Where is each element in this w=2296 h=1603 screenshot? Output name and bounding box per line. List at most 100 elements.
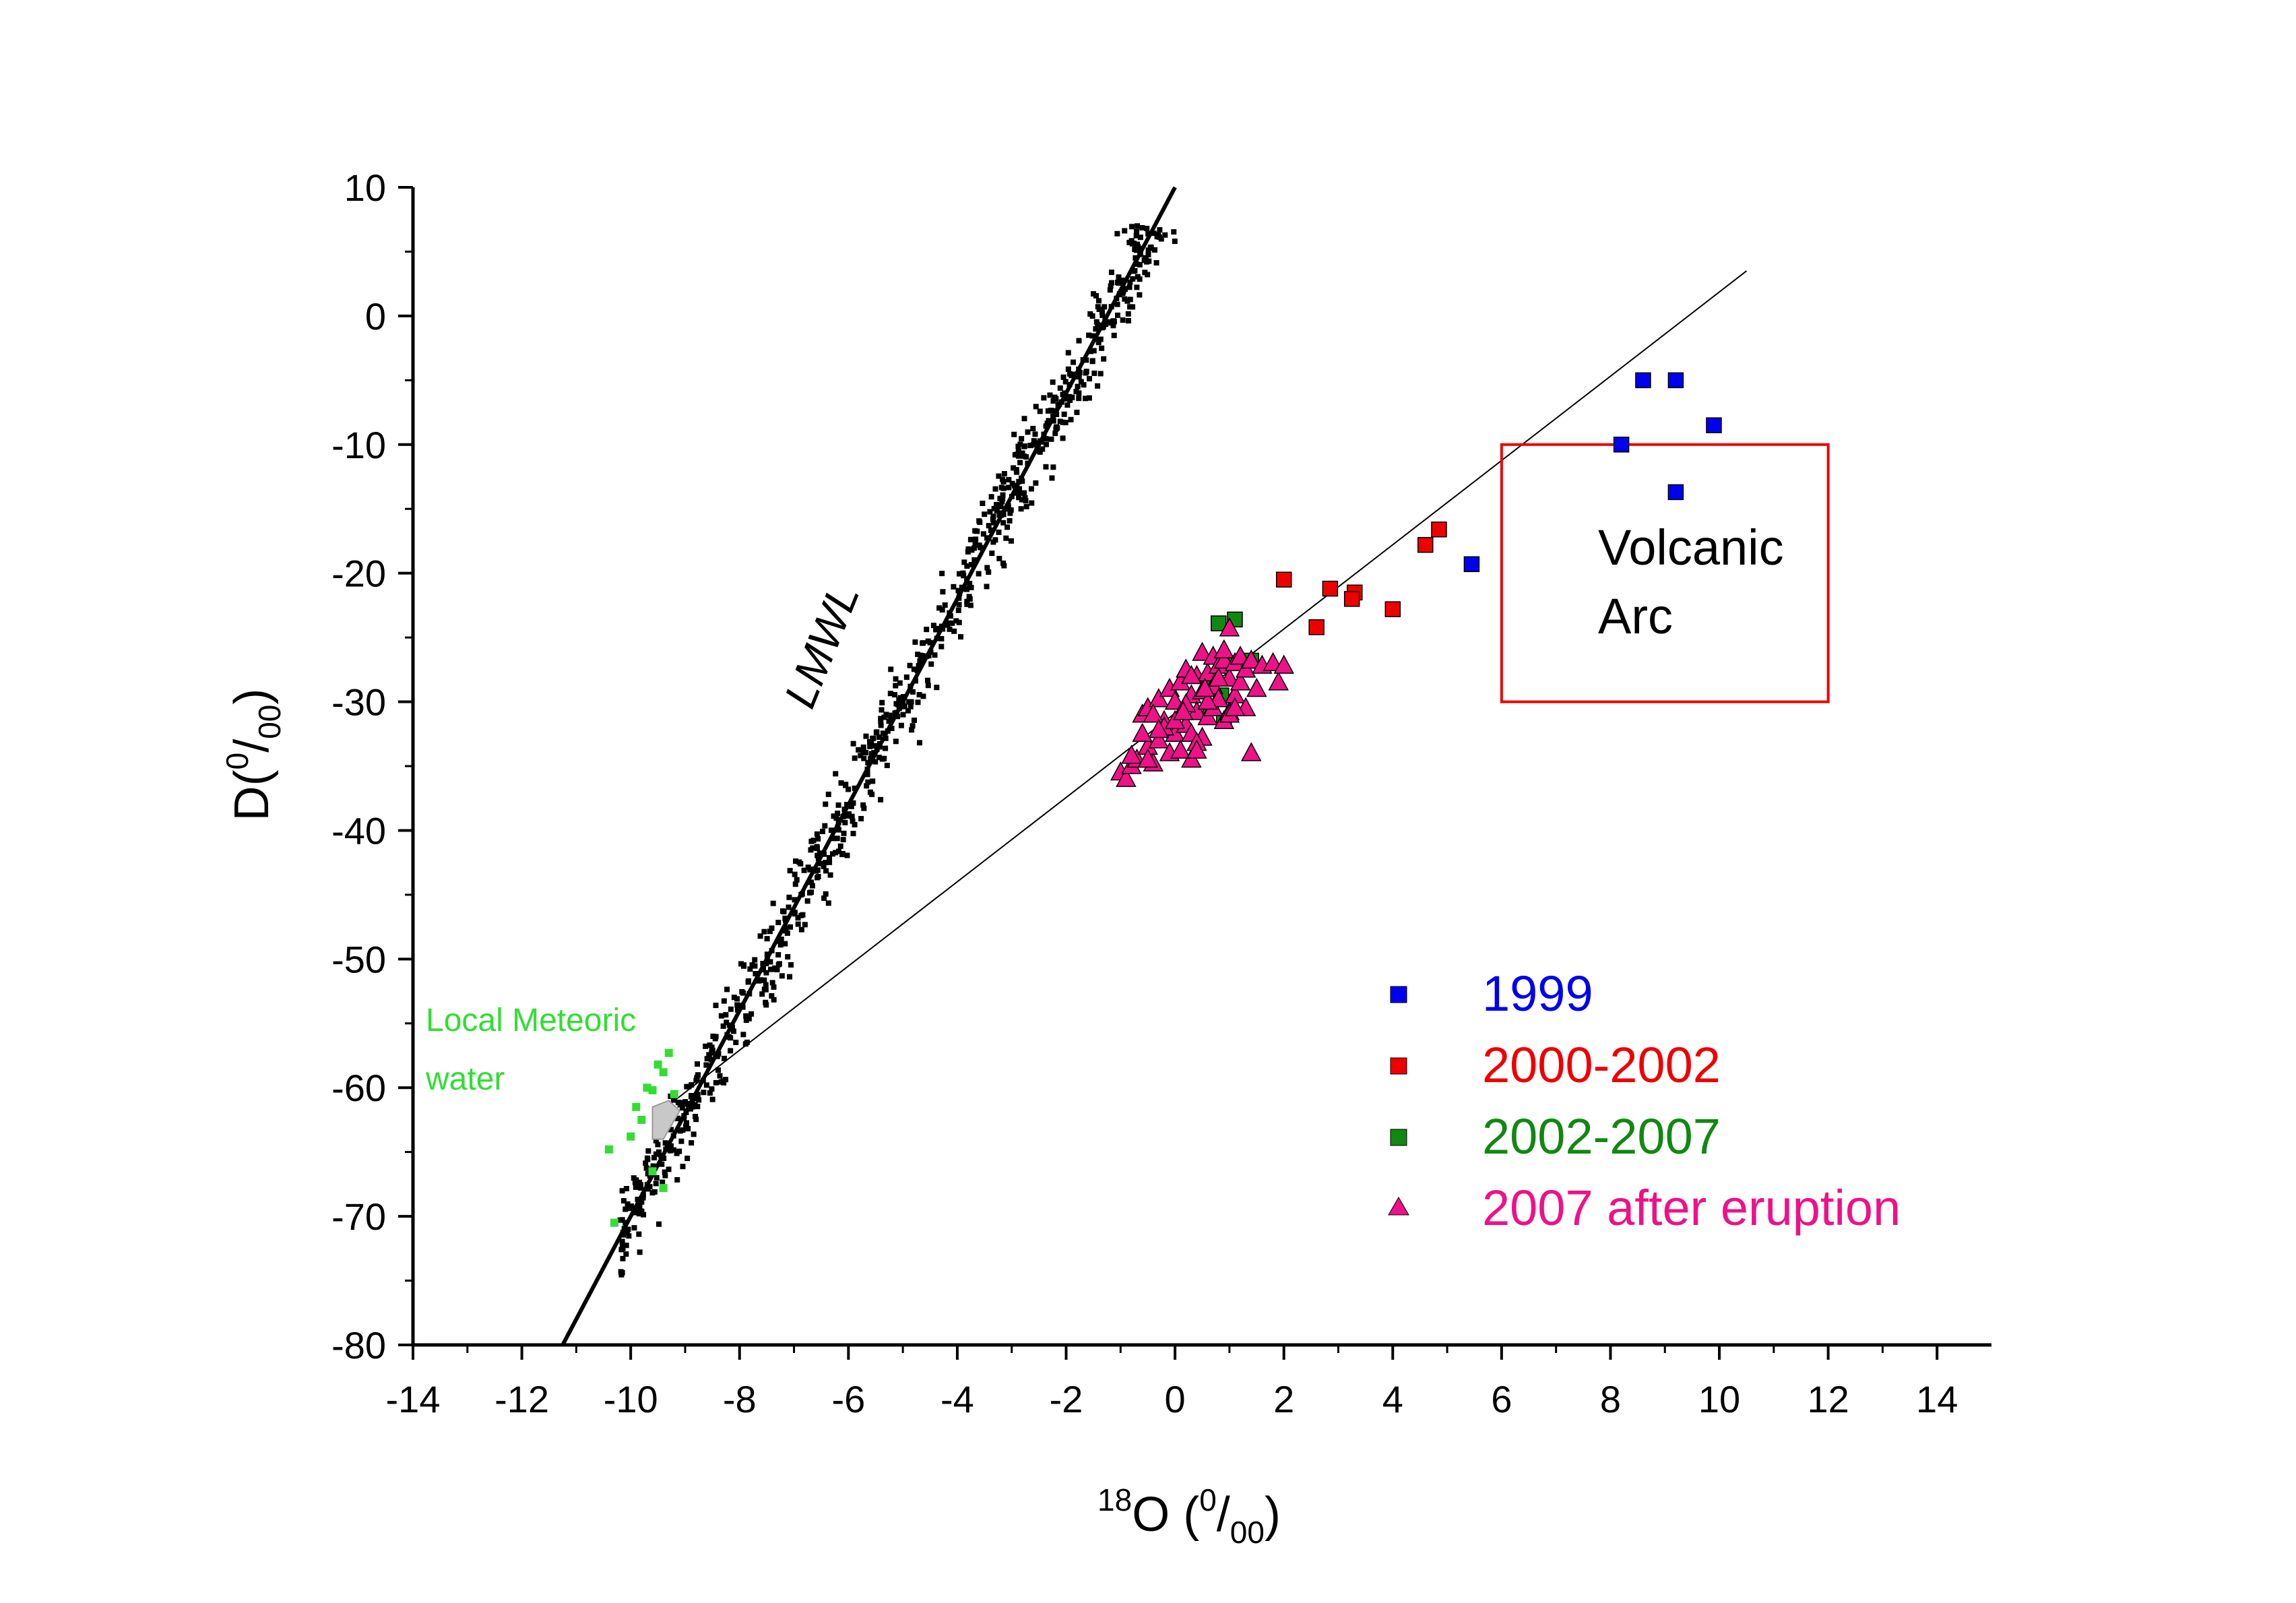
lmwl-point <box>703 1043 709 1049</box>
lmwl-point <box>1017 441 1023 447</box>
lmwl-point <box>1032 431 1038 437</box>
x-axis-ticks: -14 -12 -10 -8 -6 -4 -2 0 2 4 6 8 10 12 14 <box>386 1345 1958 1420</box>
lmwl-point <box>743 1013 749 1019</box>
lmwl-point <box>763 970 769 976</box>
lmwl-line <box>561 186 1177 1346</box>
lmwl-point <box>767 929 773 935</box>
lmwl-point <box>756 978 762 984</box>
y-axis-label-frac-slash: / <box>225 739 279 753</box>
lmwl-point <box>996 510 1002 516</box>
lmwl-point <box>1172 239 1178 245</box>
lmwl-point <box>984 584 990 590</box>
lmwl-point <box>814 846 820 852</box>
lmwl-point <box>1021 490 1027 496</box>
lmwl-point <box>886 712 892 718</box>
lmwl-point <box>976 571 982 577</box>
lmwl-point <box>728 1048 734 1054</box>
lmwl-point <box>888 666 894 672</box>
lmwl-point <box>1016 495 1022 501</box>
lmwl-point <box>965 546 971 552</box>
lmwl-point <box>1128 238 1135 244</box>
lmwl-point <box>726 1022 732 1028</box>
lmwl-point <box>1077 369 1083 375</box>
lmwl-point <box>837 843 843 849</box>
lmwl-point <box>1033 404 1039 410</box>
lmwl-point <box>1099 312 1106 318</box>
lmwl-point <box>945 622 951 628</box>
data-point <box>1197 690 1218 710</box>
lmwl-point <box>1006 484 1012 491</box>
lmwl-point <box>1000 479 1007 485</box>
lmwl-point <box>883 745 889 751</box>
lmwl-point <box>746 978 752 984</box>
lmwl-point <box>709 1086 715 1092</box>
lmwl-point <box>667 1148 673 1154</box>
lmwl-point <box>1021 443 1027 449</box>
lmwl-point <box>695 1092 701 1098</box>
x-tick-label: -6 <box>831 1378 865 1420</box>
lmwl-point <box>636 1231 642 1237</box>
lmwl-point <box>808 847 814 853</box>
lmwl-point <box>715 1067 721 1073</box>
lmwl-point <box>723 1077 729 1083</box>
lmwl-point <box>951 628 957 634</box>
lmwl-point <box>1099 345 1105 351</box>
lmwl-point <box>852 785 858 791</box>
lmwl-point <box>747 966 753 972</box>
lmwl-point <box>1019 450 1025 456</box>
lmwl-point <box>728 1006 734 1012</box>
lmwl-point <box>835 848 841 854</box>
lmwl-point <box>775 962 782 968</box>
lmwl-point <box>1003 535 1009 541</box>
lmwl-point <box>1052 431 1058 437</box>
lmwl-point <box>815 836 821 842</box>
lmwl-point <box>637 1179 643 1185</box>
lmwl-point <box>827 872 833 878</box>
data-point <box>1268 671 1289 691</box>
lmwl-point <box>653 1151 659 1157</box>
lmwl-point <box>1121 286 1127 292</box>
lmwl-point <box>776 938 782 944</box>
lmwl-point <box>689 1140 695 1146</box>
lmwl-point <box>1007 510 1013 516</box>
lmwl-point <box>956 602 962 608</box>
legend-marker-2000-2002 <box>1390 1057 1407 1075</box>
lmwl-point <box>1114 280 1120 286</box>
lmwl-point <box>1135 223 1141 229</box>
lmwl-point <box>759 991 765 997</box>
lmwl-point <box>895 714 901 720</box>
lmwl-point <box>691 1131 697 1137</box>
lmwl-point <box>886 718 892 724</box>
lmwl-point <box>660 1179 666 1185</box>
lmwl-point <box>861 755 867 761</box>
data-point <box>1137 748 1158 768</box>
lmwl-point <box>990 516 996 522</box>
lmwl-point <box>1137 261 1143 268</box>
y-axis-label-main: D( <box>225 769 279 821</box>
lmwl-point <box>881 714 887 720</box>
lmwl-point <box>653 1181 659 1187</box>
legend-marker-1999 <box>1390 986 1407 1003</box>
lmwl-point <box>793 858 799 865</box>
lmwl-point <box>717 1073 723 1079</box>
lmwl-point <box>1103 321 1109 327</box>
lmwl-point <box>1021 416 1027 422</box>
lmwl-point <box>619 1269 625 1276</box>
data-point <box>1210 615 1227 631</box>
lmwl-point <box>641 1212 647 1218</box>
data-point <box>1148 729 1170 749</box>
lmwl-point <box>823 860 829 866</box>
lmwl-point <box>638 1185 644 1191</box>
lmwl-point <box>1040 446 1046 452</box>
lmwl-point <box>704 1056 710 1062</box>
lmwl-point <box>998 502 1004 508</box>
lmwl-point <box>843 782 849 788</box>
lmwl-point <box>695 1104 701 1110</box>
lmwl-point <box>889 725 895 731</box>
lmwl-point <box>988 494 994 500</box>
lmwl-point <box>1083 396 1089 402</box>
data-point <box>1230 671 1251 691</box>
lmwl-point <box>1050 398 1056 404</box>
lmwl-point <box>849 813 855 819</box>
lmwl-point <box>880 730 886 736</box>
